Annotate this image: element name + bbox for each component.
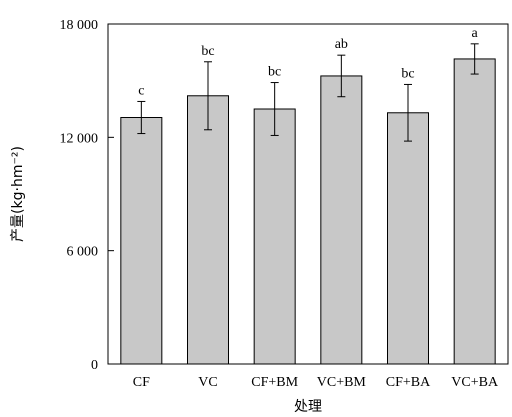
significance-label: bc	[401, 66, 414, 81]
x-tick-label: VC+BM	[317, 375, 367, 390]
y-tick-label: 18 000	[60, 18, 99, 33]
x-tick-label: CF	[133, 375, 150, 390]
x-axis-title: 处理	[294, 399, 322, 415]
error-bars-layer	[137, 43, 479, 142]
x-tick-label: CF+BA	[386, 375, 431, 390]
y-axis-title: 产量(kg·hm⁻²)	[10, 146, 26, 242]
bar	[253, 108, 296, 365]
x-tick-label: CF+BM	[251, 375, 298, 390]
significance-label: ab	[335, 37, 348, 52]
bar	[387, 112, 429, 365]
significance-label: bc	[201, 44, 214, 59]
y-tick-label: 0	[91, 358, 98, 373]
x-tick-label: VC+BA	[451, 375, 499, 390]
labels-layer: c CF bc VC bc CF+BM ab VC+BM bc CF+BA a VC+BA	[133, 26, 499, 390]
bar	[453, 58, 496, 365]
bars-layer	[120, 58, 496, 365]
significance-label: bc	[268, 65, 281, 80]
bar	[320, 75, 363, 365]
y-tick-label: 6 000	[67, 245, 99, 260]
bar	[187, 95, 229, 365]
plot-area-frame	[107, 23, 509, 365]
significance-label: a	[472, 26, 479, 41]
significance-label: c	[138, 83, 144, 98]
y-tick-label: 12 000	[60, 131, 99, 146]
x-tick-label: VC	[198, 375, 217, 390]
bar	[120, 117, 163, 365]
